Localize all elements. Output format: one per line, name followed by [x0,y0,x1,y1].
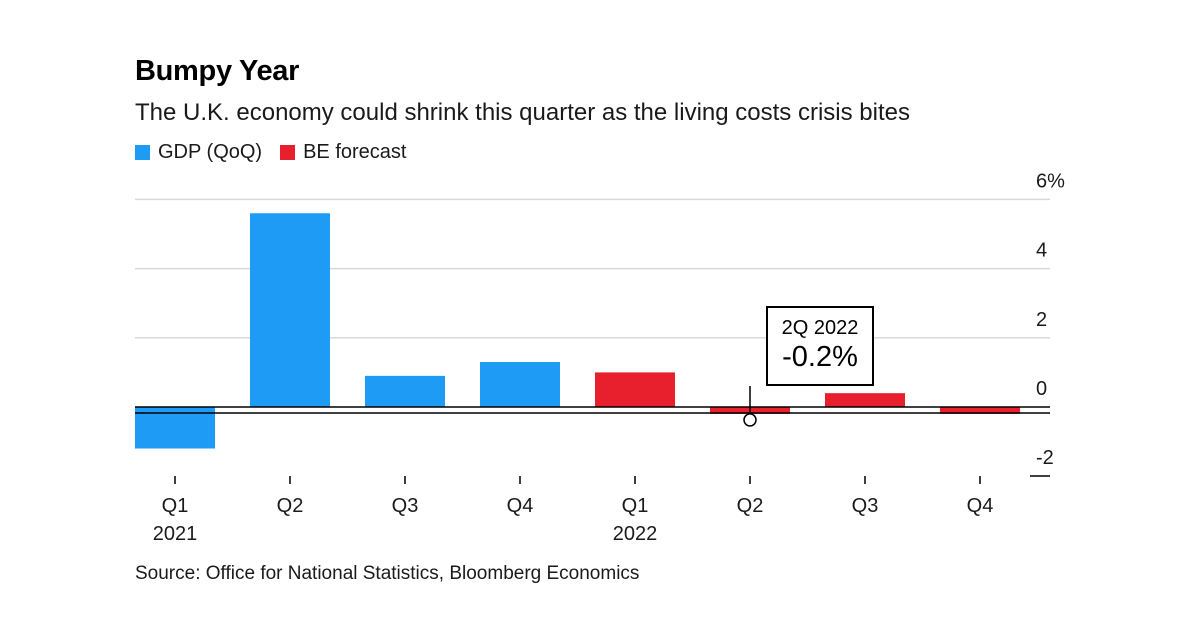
y-tick-label: -2 [1036,447,1054,469]
bar-gdp [365,375,445,407]
legend-label-be-forecast: BE forecast [303,141,407,163]
bar-gdp [480,362,560,407]
x-tick-label: Q2 [277,495,304,517]
y-tick-label: 0 [1036,378,1047,400]
x-tick-label: Q1 [162,495,189,517]
legend: GDP (QoQ) BE forecast [135,141,424,164]
annotation-callout: 2Q 2022 -0.2% [766,306,874,386]
x-tick-label: Q3 [392,495,419,517]
bar-gdp [135,407,215,449]
chart-title: Bumpy Year [135,55,300,87]
chart-subtitle: The U.K. economy could shrink this quart… [135,99,910,126]
legend-item-be-forecast: BE forecast [280,141,406,164]
bar-forecast [595,372,675,407]
annotation-marker [743,413,757,427]
x-year-label: 2022 [613,523,658,545]
bar-forecast [825,393,905,407]
bar-forecast [940,407,1020,414]
x-year-label: 2021 [153,523,198,545]
bar-gdp [250,213,330,407]
x-tick-label: Q4 [967,495,994,517]
y-tick-label: 2 [1036,309,1047,331]
source-note: Source: Office for National Statistics, … [135,563,640,584]
y-tick-label: 4 [1036,240,1047,262]
legend-swatch-gdp [135,145,150,160]
annotation-value: -0.2% [782,341,858,373]
x-tick-label: Q3 [852,495,879,517]
legend-label-gdp: GDP (QoQ) [158,141,263,163]
x-tick-label: Q4 [507,495,534,517]
legend-item-gdp: GDP (QoQ) [135,141,262,164]
x-tick-label: Q2 [737,495,764,517]
y-tick-label: 6% [1036,170,1065,192]
annotation-label: 2Q 2022 [781,317,859,339]
legend-swatch-be-forecast [280,145,296,160]
x-tick-label: Q1 [622,495,649,517]
